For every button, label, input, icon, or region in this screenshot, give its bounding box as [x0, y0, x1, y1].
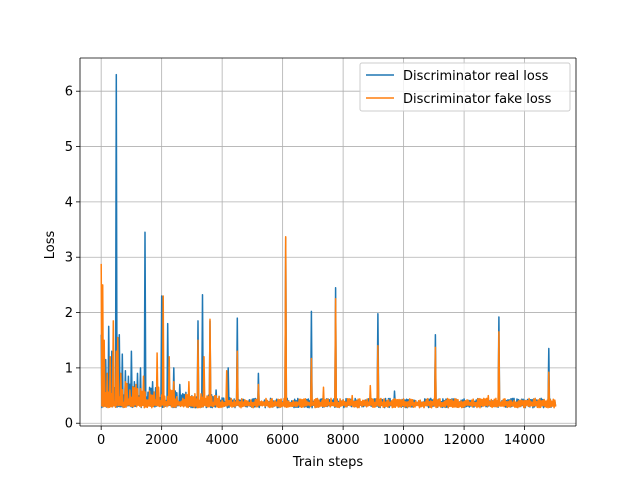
axes — [79, 57, 577, 427]
y-axis-label: Loss — [43, 231, 58, 260]
x-axis-label: Train steps — [292, 455, 363, 470]
y-tick-label: 3 — [65, 251, 73, 266]
x-tick-label: 4000 — [206, 433, 239, 448]
grid — [80, 58, 576, 426]
legend-box — [359, 62, 571, 112]
x-tick-label: 8000 — [327, 433, 360, 448]
legend: Discriminator real loss Discriminator fa… — [359, 62, 571, 112]
x-tick-label: 14000 — [504, 433, 545, 448]
y-tick-label: 5 — [65, 140, 73, 155]
legend-label-real: Discriminator real loss — [403, 69, 549, 84]
x-tick-label: 2000 — [145, 433, 178, 448]
y-tick-label: 1 — [65, 361, 73, 376]
y-tick-label: 2 — [65, 306, 73, 321]
x-tick-label: 10000 — [383, 433, 424, 448]
x-tick-label: 6000 — [266, 433, 299, 448]
series-layer — [100, 73, 557, 409]
series-line-1 — [100, 235, 557, 409]
ticks: 0 2000 4000 6000 8000 10000 12000 14000 0 1 2 3 4 5 6 — [65, 85, 546, 448]
x-tick-label: 0 — [97, 433, 105, 448]
y-tick-label: 4 — [65, 195, 73, 210]
y-tick-label: 0 — [65, 417, 73, 432]
x-tick-label: 12000 — [443, 433, 484, 448]
legend-label-fake: Discriminator fake loss — [403, 92, 552, 107]
y-tick-label: 6 — [65, 85, 73, 100]
